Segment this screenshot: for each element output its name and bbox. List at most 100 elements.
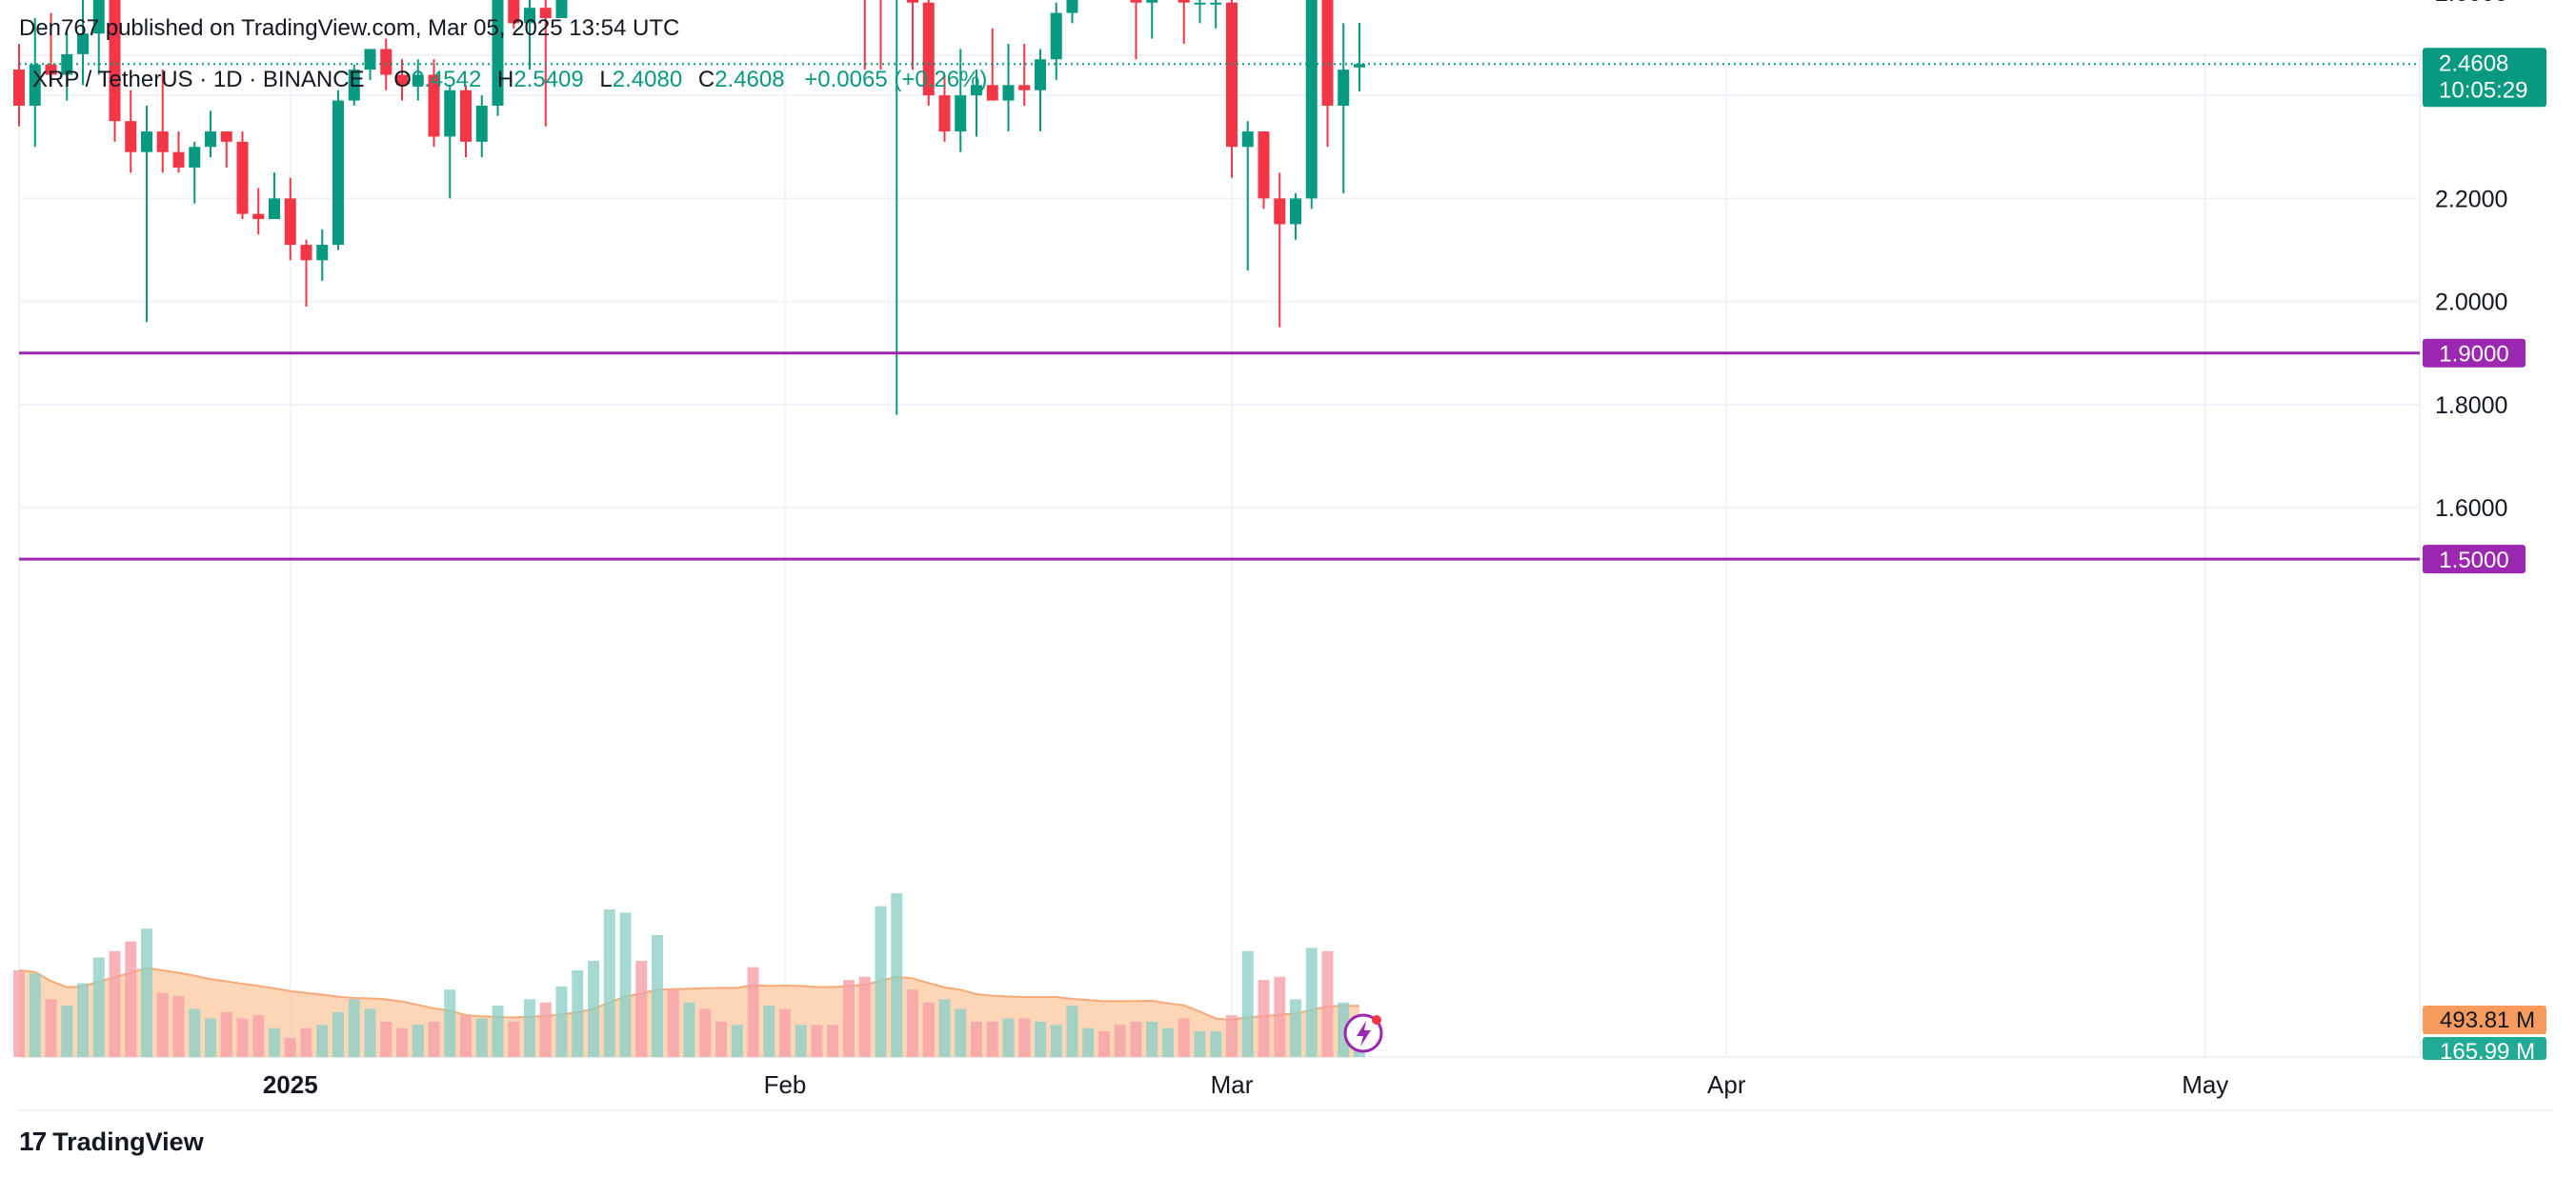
candle-body [412, 74, 424, 86]
tradingview-footer[interactable]: 17 TradingView [19, 1127, 204, 1157]
candle-body [236, 141, 249, 214]
volume-bar [1130, 1021, 1142, 1057]
volume-bar [220, 1011, 232, 1057]
candle-body [13, 70, 25, 106]
volume-bar [652, 934, 663, 1057]
legend-change: +0.0065 (+0.26%) [804, 67, 988, 92]
candle-body [300, 245, 312, 261]
candle [109, 0, 121, 142]
volume-bar [1082, 1027, 1095, 1057]
candle [13, 44, 25, 127]
candle [539, 0, 552, 127]
chart-grid [18, 54, 2553, 1111]
volume-ma-label: 493.81 M [2440, 1007, 2535, 1033]
volume-pane [13, 893, 1365, 1057]
volume-bar [922, 1002, 935, 1057]
level-label-box [2423, 338, 2526, 368]
symbol-legend[interactable]: XRP / TetherUS · 1D · BINANCE O2.4542 H2… [32, 67, 987, 93]
candle [125, 90, 137, 173]
candle-body [252, 213, 265, 220]
candle-body [45, 64, 57, 75]
candle-body [1130, 0, 1142, 3]
volume-bar [1305, 948, 1318, 1057]
level-label: 1.9000 [2439, 342, 2508, 368]
price-axis[interactable]: 1.60001.80002.00002.20002.40002.60002.80… [2423, 0, 2546, 1065]
volume-bar [13, 970, 25, 1057]
candle [316, 229, 329, 281]
candle [879, 0, 882, 70]
candle [29, 17, 41, 148]
y-tick-label: 2.6000 [2435, 0, 2507, 7]
volume-bar [1290, 999, 1301, 1057]
volume-bar [572, 970, 584, 1057]
volume-bar [1258, 980, 1270, 1057]
candle [460, 85, 472, 158]
candle-body [109, 0, 121, 122]
volume-bar [907, 989, 918, 1057]
volume-bar [1146, 1021, 1158, 1057]
volume-bar [1114, 1025, 1126, 1057]
candle [922, 0, 935, 106]
bar-countdown: 10:05:29 [2439, 77, 2527, 103]
volume-bar [747, 967, 759, 1057]
volume-bar [588, 960, 599, 1057]
candle [492, 0, 504, 116]
candle-body [172, 151, 185, 168]
volume-bar [699, 1008, 712, 1057]
candle-body [524, 8, 535, 24]
volume-bar [1002, 1018, 1015, 1057]
notification-dot [1372, 1015, 1381, 1025]
volume-bar [284, 1037, 296, 1057]
tradingview-logo-icon: 17 [19, 1127, 47, 1156]
volume-bar [763, 1006, 775, 1057]
volume-bar [619, 912, 632, 1057]
volume-bar [603, 908, 615, 1057]
candle-body [986, 85, 998, 101]
legend-close-value: 2.4608 [714, 67, 785, 92]
y-tick-label: 1.8000 [2435, 392, 2507, 419]
candle [907, 0, 918, 70]
volume-bar [667, 989, 679, 1057]
volume-bar [827, 1025, 839, 1057]
legend-open-value: 2.4542 [411, 67, 482, 92]
volume-bar [1066, 1006, 1078, 1057]
candle-body [220, 131, 232, 142]
candle-body [1035, 59, 1046, 90]
volume-bar [348, 999, 360, 1057]
volume-bar [891, 893, 903, 1057]
candle [1035, 49, 1046, 132]
volume-bar [380, 1021, 392, 1057]
volume-bar [1226, 1015, 1238, 1057]
candle [1066, 0, 1078, 24]
legend-symbol[interactable]: XRP / TetherUS · 1D · BINANCE [32, 67, 365, 92]
volume-bar [938, 999, 951, 1057]
candle-body [380, 49, 392, 75]
volume-bar [156, 992, 169, 1057]
candle [1210, 0, 1222, 29]
y-tick-label: 1.6000 [2435, 495, 2507, 522]
volume-bar [77, 983, 89, 1057]
lightning-badge[interactable] [1343, 1013, 1383, 1053]
legend-high-label: H [496, 67, 514, 92]
volume-bar [955, 1008, 967, 1057]
candle [508, 0, 520, 29]
volume-bar [683, 1002, 695, 1057]
candle-body [971, 85, 982, 96]
volume-bar [715, 1021, 727, 1057]
candle-body [555, 0, 568, 18]
candle [1258, 131, 1270, 209]
level-label-box [2423, 545, 2526, 574]
candle [1002, 44, 1015, 132]
candle-body [364, 49, 376, 70]
candle [141, 105, 152, 323]
candle [1241, 121, 1254, 271]
candle [1050, 2, 1062, 80]
candle [300, 239, 312, 308]
legend-high-value: 2.5409 [513, 67, 584, 92]
candle-body [1066, 0, 1078, 13]
time-axis[interactable]: 2025 Feb Mar Apr May [263, 1070, 2228, 1099]
volume-bar [555, 986, 568, 1057]
volume-bar [795, 1025, 807, 1057]
